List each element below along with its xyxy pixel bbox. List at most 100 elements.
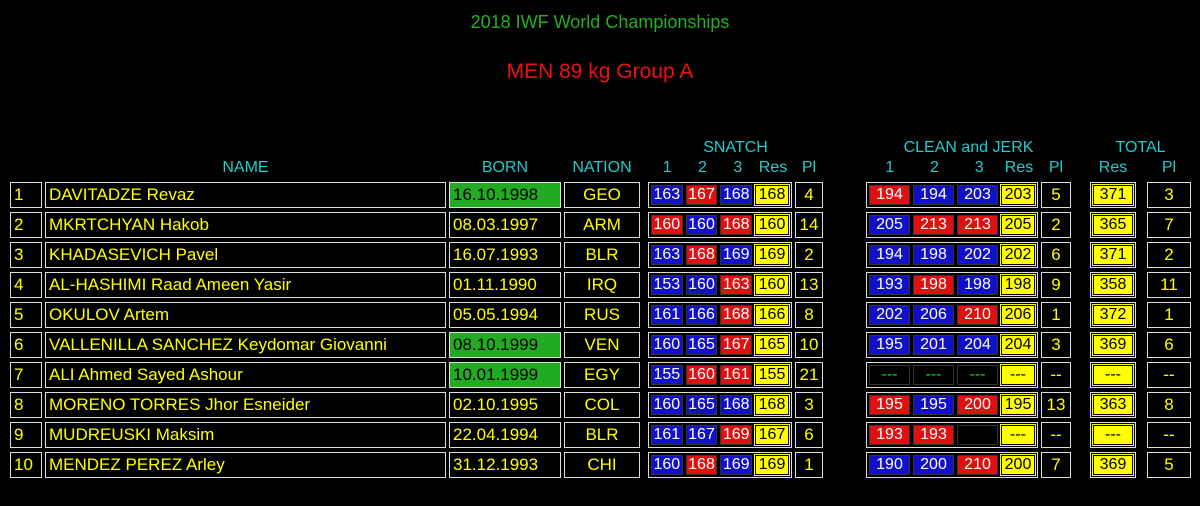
attempt: 193	[913, 425, 954, 445]
attempt: 169	[720, 425, 753, 445]
place: 5	[1147, 452, 1191, 478]
attempt: 210	[957, 455, 998, 475]
total-wrap: 365	[1090, 212, 1136, 238]
athlete-name: ALI Ahmed Sayed Ashour	[45, 362, 446, 388]
athlete-row: 5 OKULOV Artem 05.05.1994 RUS 161 166 168 166 8 2…	[0, 302, 1200, 328]
place: 1	[1147, 302, 1191, 328]
attempt: 167	[685, 425, 718, 445]
place: 6	[1147, 332, 1191, 358]
attempt: 193	[869, 275, 910, 295]
athlete-row: 1 DAVITADZE Revaz 16.10.1998 GEO 163 167 168 16…	[0, 182, 1200, 208]
attempt: 202	[957, 245, 998, 265]
lift-group: 195 201 204 204	[866, 332, 1038, 358]
attempt: 161	[651, 305, 683, 325]
place: 6	[1041, 242, 1071, 268]
athlete-row: 7 ALI Ahmed Sayed Ashour 10.01.1999 EGY 155 1…	[0, 362, 1200, 388]
attempt-header: 3	[974, 159, 984, 176]
total-result: 372	[1092, 304, 1134, 326]
place: 8	[795, 302, 823, 328]
attempt: ---	[869, 365, 910, 385]
header-row: NAME BORN NATION 1 2 3 Res Pl 1 2 3 Res Pl Res Pl	[0, 158, 1200, 178]
rank: 4	[10, 272, 42, 298]
total-wrap: ---	[1090, 362, 1136, 388]
attempt: ---	[957, 365, 998, 385]
total-result: 369	[1092, 454, 1134, 476]
attempt: 169	[720, 245, 753, 265]
place: 14	[795, 212, 823, 238]
result: 195	[1000, 394, 1036, 416]
attempt: 163	[720, 275, 753, 295]
attempt: 169	[720, 455, 753, 475]
athlete-row: 4 AL-HASHIMI Raad Ameen Yasir 01.11.1990 IR…	[0, 272, 1200, 298]
attempt: 203	[957, 185, 998, 205]
place: --	[1147, 422, 1191, 448]
attempt: 194	[869, 245, 910, 265]
born: 01.11.1990	[449, 272, 561, 298]
attempt: 168	[685, 455, 718, 475]
result: 160	[754, 274, 791, 296]
attempt: 198	[913, 275, 954, 295]
attempt: 168	[720, 185, 753, 205]
pl-header: Pl	[1161, 159, 1177, 176]
attempt: 168	[720, 395, 753, 415]
place: --	[1147, 362, 1191, 388]
athlete-row: 8 MORENO TORRES Jhor Esneider 02.10.1995 CO…	[0, 392, 1200, 418]
place: 1	[795, 452, 823, 478]
rank: 1	[10, 182, 42, 208]
result: 206	[1000, 304, 1036, 326]
born: 08.03.1997	[449, 212, 561, 238]
attempt: 194	[869, 185, 910, 205]
total-wrap: 369	[1090, 332, 1136, 358]
place: 3	[795, 392, 823, 418]
athlete-row: 3 KHADASEVICH Pavel 16.07.1993 BLR 163 168 169…	[0, 242, 1200, 268]
born: 22.04.1994	[449, 422, 561, 448]
total-result: 371	[1092, 184, 1134, 206]
lift-group: 155 160 161 155	[648, 362, 792, 388]
lift-group: 205 213 213 205	[866, 212, 1038, 238]
attempt: 161	[720, 365, 753, 385]
attempt: 198	[913, 245, 954, 265]
lift-group: 194 194 203 203	[866, 182, 1038, 208]
born: 05.05.1994	[449, 302, 561, 328]
nation: CHI	[564, 452, 640, 478]
place: 2	[1147, 242, 1191, 268]
total-wrap: ---	[1090, 422, 1136, 448]
attempt: 160	[651, 215, 683, 235]
attempt: 160	[651, 335, 683, 355]
total-wrap: 372	[1090, 302, 1136, 328]
nation: ARM	[564, 212, 640, 238]
athlete-row: 9 MUDREUSKI Maksim 22.04.1994 BLR 161 167 169 1…	[0, 422, 1200, 448]
nation: EGY	[564, 362, 640, 388]
total-wrap: 371	[1090, 242, 1136, 268]
lift-group: 160 168 169 169	[648, 452, 792, 478]
attempt-header: 2	[698, 159, 707, 176]
attempt: 204	[957, 335, 998, 355]
scoreboard: SNATCH CLEAN and JERK TOTAL NAME BORN NATION 1…	[0, 138, 1200, 478]
attempt: 153	[651, 275, 683, 295]
attempt: 195	[869, 335, 910, 355]
total-wrap: 371	[1090, 182, 1136, 208]
result: 168	[754, 394, 791, 416]
athlete-name: KHADASEVICH Pavel	[45, 242, 446, 268]
athlete-name: MORENO TORRES Jhor Esneider	[45, 392, 446, 418]
attempt: 167	[720, 335, 753, 355]
attempt: 206	[913, 305, 954, 325]
result: 166	[754, 304, 791, 326]
result: 205	[1000, 214, 1036, 236]
clean-jerk-header: CLEAN and JERK	[903, 139, 1034, 156]
pl-header: Pl	[801, 159, 817, 176]
header-group: 1 2 3 Res	[648, 158, 792, 178]
res-header: Res	[1004, 159, 1034, 176]
nation: COL	[564, 392, 640, 418]
lift-group: 163 167 168 168	[648, 182, 792, 208]
attempt: 190	[869, 455, 910, 475]
place: 13	[795, 272, 823, 298]
lift-group: 161 167 169 167	[648, 422, 792, 448]
total-header: TOTAL	[1115, 139, 1166, 156]
born: 08.10.1999	[449, 332, 561, 358]
attempt: 213	[957, 215, 998, 235]
place: 1	[1041, 302, 1071, 328]
place: 6	[795, 422, 823, 448]
lift-group: 193 193 ---	[866, 422, 1038, 448]
attempt-header: 1	[885, 159, 895, 176]
